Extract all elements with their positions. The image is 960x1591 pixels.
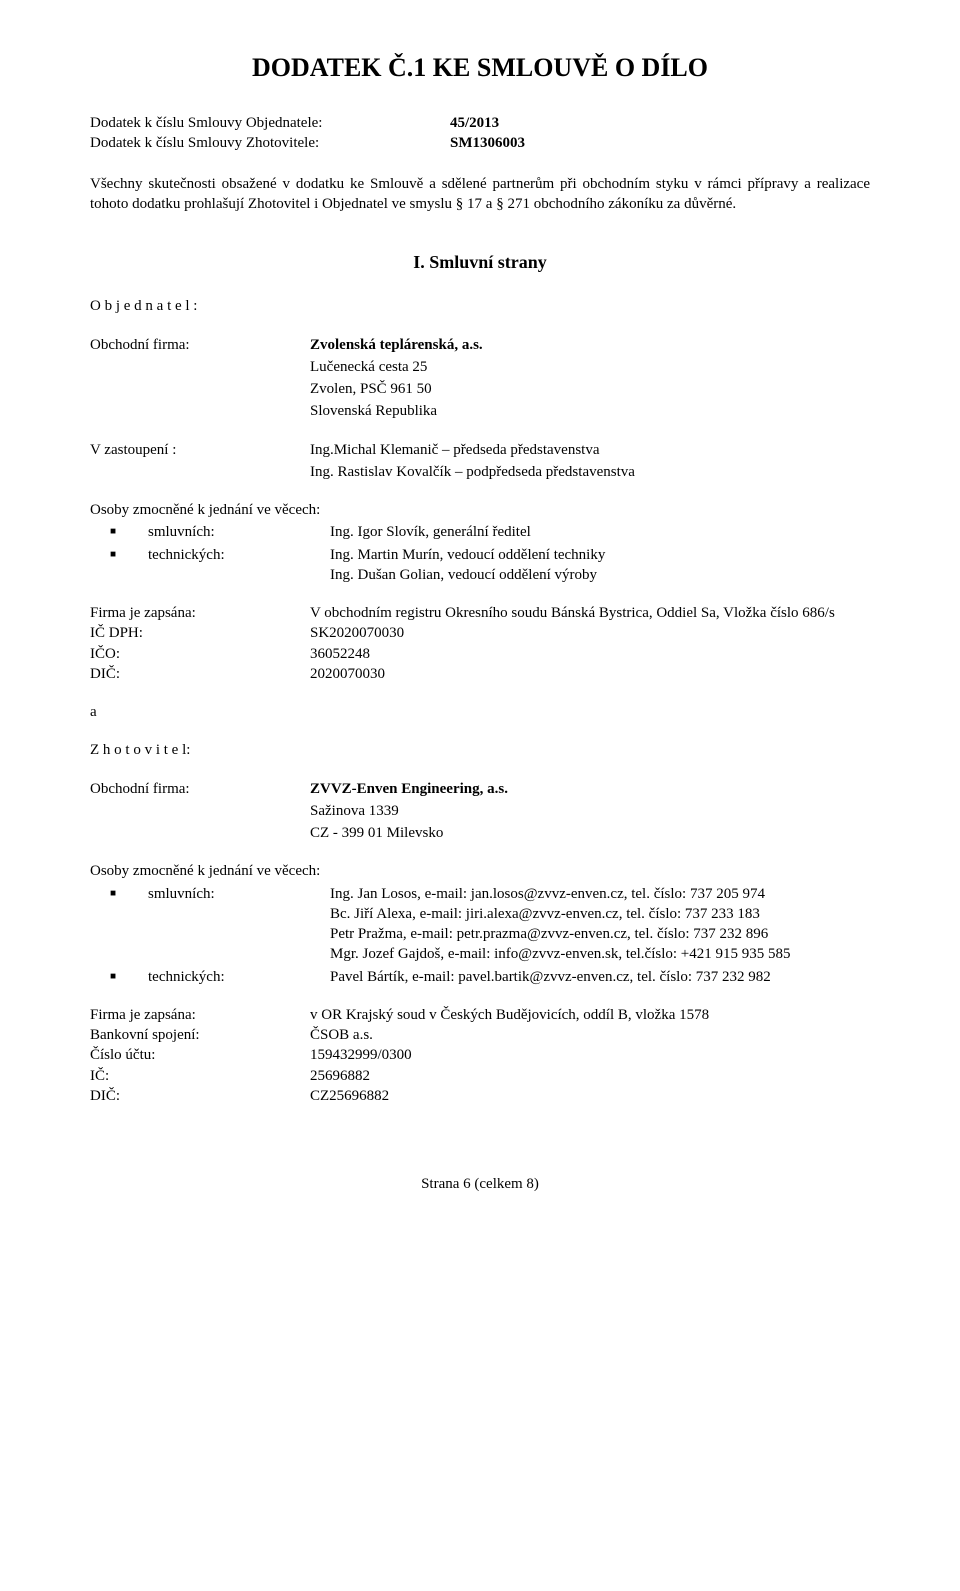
tech-text1: Ing. Martin Murín, vedoucí oddělení tech… (330, 547, 605, 563)
section-heading: I. Smluvní strany (90, 250, 870, 274)
zhotovitel-firma: Obchodní firma: ZVVZ-Enven Engineering, … (90, 779, 870, 844)
zhotovitel-registry: Firma je zapsána: v OR Krajský soud v Če… (90, 1005, 870, 1106)
zapsana-label: Firma je zapsána: (90, 1005, 310, 1025)
sml-label: smluvních: (148, 522, 330, 542)
firma-label: Obchodní firma: (90, 779, 310, 799)
tech-label: technických: (148, 967, 330, 987)
intro-row-1: Dodatek k číslu Smlouvy Objednatele: 45/… (90, 113, 870, 133)
objednatel-heading: O b j e d n a t e l : (90, 296, 870, 316)
confidentiality-paragraph: Všechny skutečnosti obsažené v dodatku k… (90, 174, 870, 215)
sml-line3: Petr Pražma, e-mail: petr.prazma@zvvz-en… (330, 924, 870, 944)
separator-a: a (90, 702, 870, 722)
firma-addr2: Zvolen, PSČ 961 50 (310, 379, 870, 399)
tech-label: technických: (148, 545, 330, 565)
firma-label: Obchodní firma: (90, 335, 310, 355)
firma-addr1: Sažinova 1339 (310, 801, 870, 821)
zast-line1: Ing.Michal Klemanič – předseda představe… (310, 440, 870, 460)
firma-addr3: Slovenská Republika (310, 401, 870, 421)
dic-value: 2020070030 (310, 664, 870, 684)
osoby-heading: Osoby zmocněné k jednání ve věcech: (90, 500, 870, 520)
firma-addr1: Lučenecká cesta 25 (310, 357, 870, 377)
dic-value: CZ25696882 (310, 1086, 870, 1106)
ic-label: IČ: (90, 1066, 310, 1086)
objednatel-firma: Obchodní firma: Zvolenská teplárenská, a… (90, 335, 870, 422)
document-title: DODATEK Č.1 KE SMLOUVĚ O DÍLO (90, 50, 870, 85)
intro-label-1: Dodatek k číslu Smlouvy Objednatele: (90, 113, 450, 133)
ucet-value: 159432999/0300 (310, 1045, 870, 1065)
list-item: smluvních: Ing. Jan Losos, e-mail: jan.l… (90, 884, 870, 965)
list-item: technických: Pavel Bártík, e-mail: pavel… (90, 967, 870, 987)
ico-label: IČO: (90, 644, 310, 664)
firma-name: Zvolenská teplárenská, a.s. (310, 335, 870, 355)
intro-row-2: Dodatek k číslu Smlouvy Zhotovitele: SM1… (90, 133, 870, 153)
ic-value: 25696882 (310, 1066, 870, 1086)
intro-value-1: 45/2013 (450, 113, 499, 133)
zhotovitel-osoby: Osoby zmocněné k jednání ve věcech: smlu… (90, 861, 870, 987)
banka-value: ČSOB a.s. (310, 1025, 870, 1045)
sml-text: Ing. Igor Slovík, generální ředitel (330, 522, 870, 542)
zast-line2: Ing. Rastislav Kovalčík – podpředseda př… (310, 462, 870, 482)
dic-label: DIČ: (90, 664, 310, 684)
intro-value-2: SM1306003 (450, 133, 525, 153)
sml-label: smluvních: (148, 884, 330, 904)
icdph-value: SK2020070030 (310, 623, 870, 643)
firma-addr2: CZ - 399 01 Milevsko (310, 823, 870, 843)
zapsana-label: Firma je zapsána: (90, 603, 310, 623)
ucet-label: Číslo účtu: (90, 1045, 310, 1065)
ico-value: 36052248 (310, 644, 870, 664)
dic-label: DIČ: (90, 1086, 310, 1106)
page-footer: Strana 6 (celkem 8) (90, 1174, 870, 1194)
zapsana-text: v OR Krajský soud v Českých Budějovicích… (310, 1005, 870, 1025)
zapsana-text: V obchodním registru Okresního soudu Bán… (310, 603, 870, 623)
tech-line1: Pavel Bártík, e-mail: pavel.bartik@zvvz-… (330, 967, 870, 987)
sml-line2: Bc. Jiří Alexa, e-mail: jiri.alexa@zvvz-… (330, 904, 870, 924)
sml-line4: Mgr. Jozef Gajdoš, e-mail: info@zvvz-env… (330, 944, 870, 964)
objednatel-osoby: Osoby zmocněné k jednání ve věcech: smlu… (90, 500, 870, 585)
zhotovitel-heading: Z h o t o v i t e l: (90, 740, 870, 760)
intro-label-2: Dodatek k číslu Smlouvy Zhotovitele: (90, 133, 450, 153)
objednatel-zastoupeni: V zastoupení : Ing.Michal Klemanič – pře… (90, 440, 870, 483)
osoby-heading: Osoby zmocněné k jednání ve věcech: (90, 861, 870, 881)
firma-name: ZVVZ-Enven Engineering, a.s. (310, 779, 870, 799)
zast-label: V zastoupení : (90, 440, 310, 460)
icdph-label: IČ DPH: (90, 623, 310, 643)
sml-line1: Ing. Jan Losos, e-mail: jan.losos@zvvz-e… (330, 884, 870, 904)
banka-label: Bankovní spojení: (90, 1025, 310, 1045)
objednatel-registry: Firma je zapsána: V obchodním registru O… (90, 603, 870, 684)
list-item: smluvních: Ing. Igor Slovík, generální ř… (90, 522, 870, 542)
tech-text2: Ing. Dušan Golian, vedoucí oddělení výro… (330, 565, 870, 585)
list-item: technických: Ing. Martin Murín, vedoucí … (90, 545, 870, 586)
